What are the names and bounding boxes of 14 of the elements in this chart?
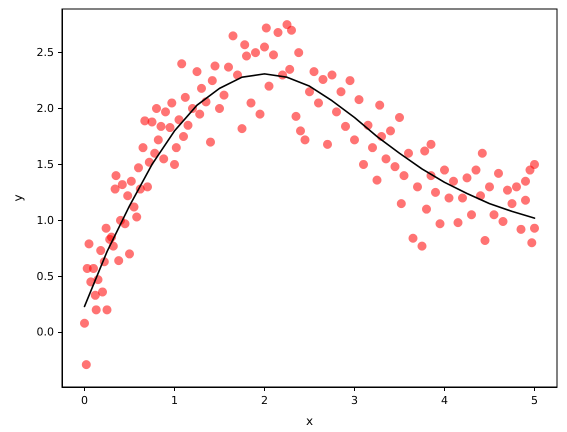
- x-tick-label: 0: [81, 394, 88, 407]
- y-tick-label: 0.5: [36, 270, 54, 283]
- y-tick-label: 1.5: [36, 158, 54, 171]
- y-axis-title: y: [11, 194, 25, 202]
- y-tick-label: 2.5: [36, 46, 54, 60]
- x-axis-title: x: [306, 414, 314, 428]
- x-tick-label: 3: [351, 394, 358, 407]
- x-tick-label: 2: [261, 394, 268, 407]
- y-tick-label: 1.0: [36, 214, 54, 227]
- x-tick-label: 5: [531, 394, 538, 407]
- x-tick-label: 4: [441, 394, 448, 407]
- x-tick-label: 1: [171, 394, 178, 407]
- y-tick-label: 2.0: [36, 102, 54, 116]
- y-tick-label: 0.0: [36, 326, 54, 339]
